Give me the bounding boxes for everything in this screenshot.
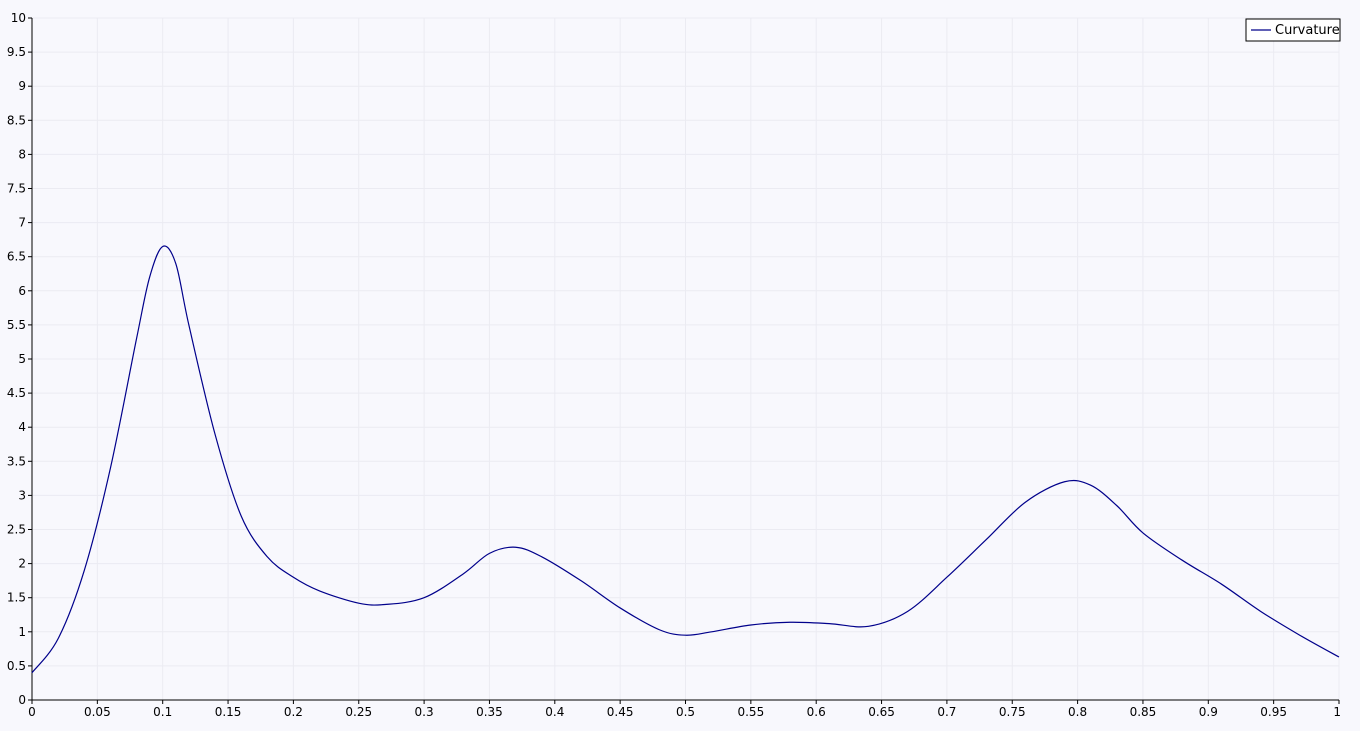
x-tick-label: 0.8	[1068, 705, 1087, 719]
y-tick-label: 8	[18, 147, 26, 161]
x-tick-label: 0.15	[215, 705, 242, 719]
x-tick-label: 0.25	[345, 705, 372, 719]
y-tick-label: 2	[18, 557, 26, 571]
series-line-curvature	[31, 245, 1340, 674]
x-tick-label: 0.75	[999, 705, 1026, 719]
x-tick-label: 0.6	[807, 705, 826, 719]
y-tick-label: 7	[18, 216, 26, 230]
y-tick-label: 8.5	[7, 113, 26, 127]
x-tick-label: 0.5	[676, 705, 695, 719]
grid-lines	[31, 17, 1340, 701]
y-tick-label: 1	[18, 625, 26, 639]
x-axis-ticks: 0 0.05 0.1 0.15 0.2 0.25 0.3 0.35 0.4 0.45 0.5 0.55…	[28, 700, 1341, 719]
y-tick-label: 9.5	[7, 45, 26, 59]
y-tick-label: 6.5	[7, 250, 26, 264]
legend-box	[1245, 18, 1341, 42]
y-tick-label: 7.5	[7, 182, 26, 196]
x-tick-label: 0.45	[607, 705, 634, 719]
x-tick-label: 0.35	[476, 705, 503, 719]
y-tick-label: 10	[11, 11, 26, 25]
x-tick-label: 0.4	[545, 705, 564, 719]
x-tick-label: 0.05	[84, 705, 111, 719]
y-tick-label: 4.5	[7, 386, 26, 400]
y-tick-label: 2.5	[7, 523, 26, 537]
x-tick-label: 0.65	[868, 705, 895, 719]
x-tick-label: 0.85	[1130, 705, 1157, 719]
y-axis-ticks: 0 0.5 1 1.5 2 2.5 3 3.5 4 4.5 5 5.5 6 6.5 7 7.5 8 8.5 9 9.5…	[7, 11, 32, 707]
y-tick-label: 0.5	[7, 659, 26, 673]
y-tick-label: 3	[18, 488, 26, 502]
legend: Curvature	[1245, 18, 1341, 42]
series-lines	[31, 245, 1340, 674]
legend-label: Curvature	[1275, 23, 1340, 38]
y-tick-label: 5.5	[7, 318, 26, 332]
x-tick-label: 0.9	[1199, 705, 1218, 719]
x-tick-label: 0.7	[937, 705, 956, 719]
x-tick-label: 0.2	[284, 705, 303, 719]
y-tick-label: 1.5	[7, 591, 26, 605]
x-tick-label: 1	[1333, 705, 1341, 719]
x-tick-label: 0.95	[1260, 705, 1287, 719]
y-tick-label: 3.5	[7, 454, 26, 468]
y-tick-label: 5	[18, 352, 26, 366]
y-tick-label: 0	[18, 693, 26, 707]
y-tick-label: 6	[18, 284, 26, 298]
y-tick-label: 9	[18, 79, 26, 93]
y-tick-label: 4	[18, 420, 26, 434]
x-tick-label: 0.1	[153, 705, 172, 719]
x-tick-label: 0	[28, 705, 36, 719]
x-tick-label: 0.55	[737, 705, 764, 719]
x-tick-label: 0.3	[415, 705, 434, 719]
